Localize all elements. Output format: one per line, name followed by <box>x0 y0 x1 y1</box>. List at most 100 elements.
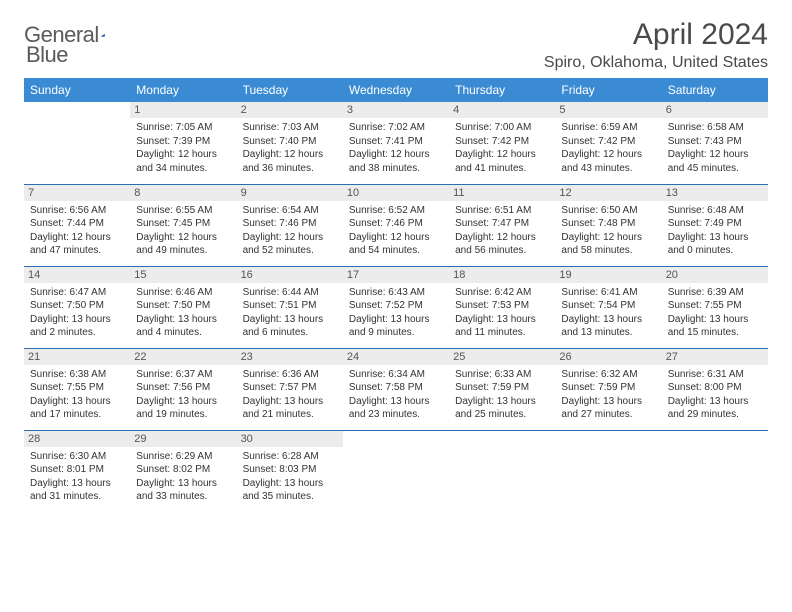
sunset-line: Sunset: 7:45 PM <box>136 217 230 231</box>
daylight-line: and 27 minutes. <box>561 408 655 422</box>
daylight-line: and 31 minutes. <box>30 490 124 504</box>
calendar-cell: 24Sunrise: 6:34 AMSunset: 7:58 PMDayligh… <box>343 348 449 430</box>
daylight-line: and 2 minutes. <box>30 326 124 340</box>
calendar-page: General April 2024 Spiro, Oklahoma, Unit… <box>0 0 792 530</box>
sunrise-line: Sunrise: 6:42 AM <box>455 286 549 300</box>
calendar-cell: 21Sunrise: 6:38 AMSunset: 7:55 PMDayligh… <box>24 348 130 430</box>
daylight-line: Daylight: 13 hours <box>30 313 124 327</box>
daylight-line: Daylight: 13 hours <box>136 395 230 409</box>
daylight-line: and 4 minutes. <box>136 326 230 340</box>
sunset-line: Sunset: 7:59 PM <box>561 381 655 395</box>
day-number: 13 <box>662 185 768 201</box>
day-number: 27 <box>662 349 768 365</box>
daylight-line: and 15 minutes. <box>668 326 762 340</box>
dow-header: Monday <box>130 78 236 102</box>
daylight-line: Daylight: 13 hours <box>243 477 337 491</box>
daylight-line: Daylight: 12 hours <box>349 231 443 245</box>
sunset-line: Sunset: 7:53 PM <box>455 299 549 313</box>
sunset-line: Sunset: 7:57 PM <box>243 381 337 395</box>
sunset-line: Sunset: 8:01 PM <box>30 463 124 477</box>
day-number: 12 <box>555 185 661 201</box>
calendar-cell: 30Sunrise: 6:28 AMSunset: 8:03 PMDayligh… <box>237 430 343 512</box>
sunrise-line: Sunrise: 6:30 AM <box>30 450 124 464</box>
sunset-line: Sunset: 7:42 PM <box>455 135 549 149</box>
sunset-line: Sunset: 7:49 PM <box>668 217 762 231</box>
calendar-body: 1Sunrise: 7:05 AMSunset: 7:39 PMDaylight… <box>24 102 768 512</box>
daylight-line: Daylight: 13 hours <box>136 477 230 491</box>
sunrise-line: Sunrise: 6:34 AM <box>349 368 443 382</box>
dow-header: Tuesday <box>237 78 343 102</box>
calendar-cell <box>449 430 555 512</box>
daylight-line: and 45 minutes. <box>668 162 762 176</box>
day-number: 19 <box>555 267 661 283</box>
sunset-line: Sunset: 7:50 PM <box>136 299 230 313</box>
daylight-line: and 52 minutes. <box>243 244 337 258</box>
day-number: 26 <box>555 349 661 365</box>
sunrise-line: Sunrise: 6:56 AM <box>30 204 124 218</box>
calendar-cell: 11Sunrise: 6:51 AMSunset: 7:47 PMDayligh… <box>449 184 555 266</box>
daylight-line: Daylight: 13 hours <box>30 395 124 409</box>
sunrise-line: Sunrise: 6:58 AM <box>668 121 762 135</box>
calendar-cell: 10Sunrise: 6:52 AMSunset: 7:46 PMDayligh… <box>343 184 449 266</box>
day-number: 3 <box>343 102 449 118</box>
header: General April 2024 Spiro, Oklahoma, Unit… <box>24 18 768 72</box>
calendar-cell: 25Sunrise: 6:33 AMSunset: 7:59 PMDayligh… <box>449 348 555 430</box>
sunrise-line: Sunrise: 6:55 AM <box>136 204 230 218</box>
daylight-line: Daylight: 13 hours <box>243 395 337 409</box>
sunrise-line: Sunrise: 6:29 AM <box>136 450 230 464</box>
daylight-line: Daylight: 12 hours <box>561 231 655 245</box>
calendar-week: 1Sunrise: 7:05 AMSunset: 7:39 PMDaylight… <box>24 102 768 184</box>
calendar-cell: 12Sunrise: 6:50 AMSunset: 7:48 PMDayligh… <box>555 184 661 266</box>
sunrise-line: Sunrise: 6:48 AM <box>668 204 762 218</box>
sunset-line: Sunset: 7:39 PM <box>136 135 230 149</box>
sunset-line: Sunset: 7:52 PM <box>349 299 443 313</box>
daylight-line: Daylight: 13 hours <box>30 477 124 491</box>
daylight-line: Daylight: 13 hours <box>668 231 762 245</box>
sunrise-line: Sunrise: 6:50 AM <box>561 204 655 218</box>
day-number: 10 <box>343 185 449 201</box>
day-number: 15 <box>130 267 236 283</box>
daylight-line: Daylight: 13 hours <box>561 395 655 409</box>
sunrise-line: Sunrise: 6:32 AM <box>561 368 655 382</box>
calendar-cell: 4Sunrise: 7:00 AMSunset: 7:42 PMDaylight… <box>449 102 555 184</box>
dow-header: Saturday <box>662 78 768 102</box>
calendar-table: SundayMondayTuesdayWednesdayThursdayFrid… <box>24 78 768 512</box>
calendar-cell: 3Sunrise: 7:02 AMSunset: 7:41 PMDaylight… <box>343 102 449 184</box>
sunset-line: Sunset: 7:51 PM <box>243 299 337 313</box>
location: Spiro, Oklahoma, United States <box>544 54 768 72</box>
daylight-line: Daylight: 12 hours <box>668 148 762 162</box>
daylight-line: Daylight: 13 hours <box>455 395 549 409</box>
daylight-line: and 19 minutes. <box>136 408 230 422</box>
daylight-line: Daylight: 12 hours <box>243 231 337 245</box>
calendar-cell: 13 Sunrise: 6:48 AMSunset: 7:49 PMDayligh… <box>662 184 768 266</box>
day-number: 4 <box>449 102 555 118</box>
daylight-line: and 43 minutes. <box>561 162 655 176</box>
calendar-cell: 29Sunrise: 6:29 AMSunset: 8:02 PMDayligh… <box>130 430 236 512</box>
daylight-line: and 6 minutes. <box>243 326 337 340</box>
daylight-line: and 17 minutes. <box>30 408 124 422</box>
day-number: 29 <box>130 431 236 447</box>
sunrise-line: Sunrise: 6:46 AM <box>136 286 230 300</box>
daylight-line: Daylight: 12 hours <box>349 148 443 162</box>
day-number: 30 <box>237 431 343 447</box>
sunset-line: Sunset: 7:41 PM <box>349 135 443 149</box>
daylight-line: and 49 minutes. <box>136 244 230 258</box>
month-title: April 2024 <box>544 18 768 52</box>
sunrise-line: Sunrise: 6:38 AM <box>30 368 124 382</box>
daylight-line: Daylight: 13 hours <box>243 313 337 327</box>
calendar-cell <box>555 430 661 512</box>
day-number: 25 <box>449 349 555 365</box>
daylight-line: Daylight: 13 hours <box>561 313 655 327</box>
day-number: 17 <box>343 267 449 283</box>
daylight-line: and 58 minutes. <box>561 244 655 258</box>
calendar-cell <box>24 102 130 184</box>
sunset-line: Sunset: 7:55 PM <box>30 381 124 395</box>
daylight-line: Daylight: 12 hours <box>136 231 230 245</box>
calendar-cell: 26 Sunrise: 6:32 AMSunset: 7:59 PMDayligh… <box>555 348 661 430</box>
sunset-line: Sunset: 7:56 PM <box>136 381 230 395</box>
day-number: 5 <box>555 102 661 118</box>
calendar-head: SundayMondayTuesdayWednesdayThursdayFrid… <box>24 78 768 102</box>
daylight-line: Daylight: 13 hours <box>349 395 443 409</box>
calendar-week: 14Sunrise: 6:47 AMSunset: 7:50 PMDayligh… <box>24 266 768 348</box>
day-number: 2 <box>237 102 343 118</box>
